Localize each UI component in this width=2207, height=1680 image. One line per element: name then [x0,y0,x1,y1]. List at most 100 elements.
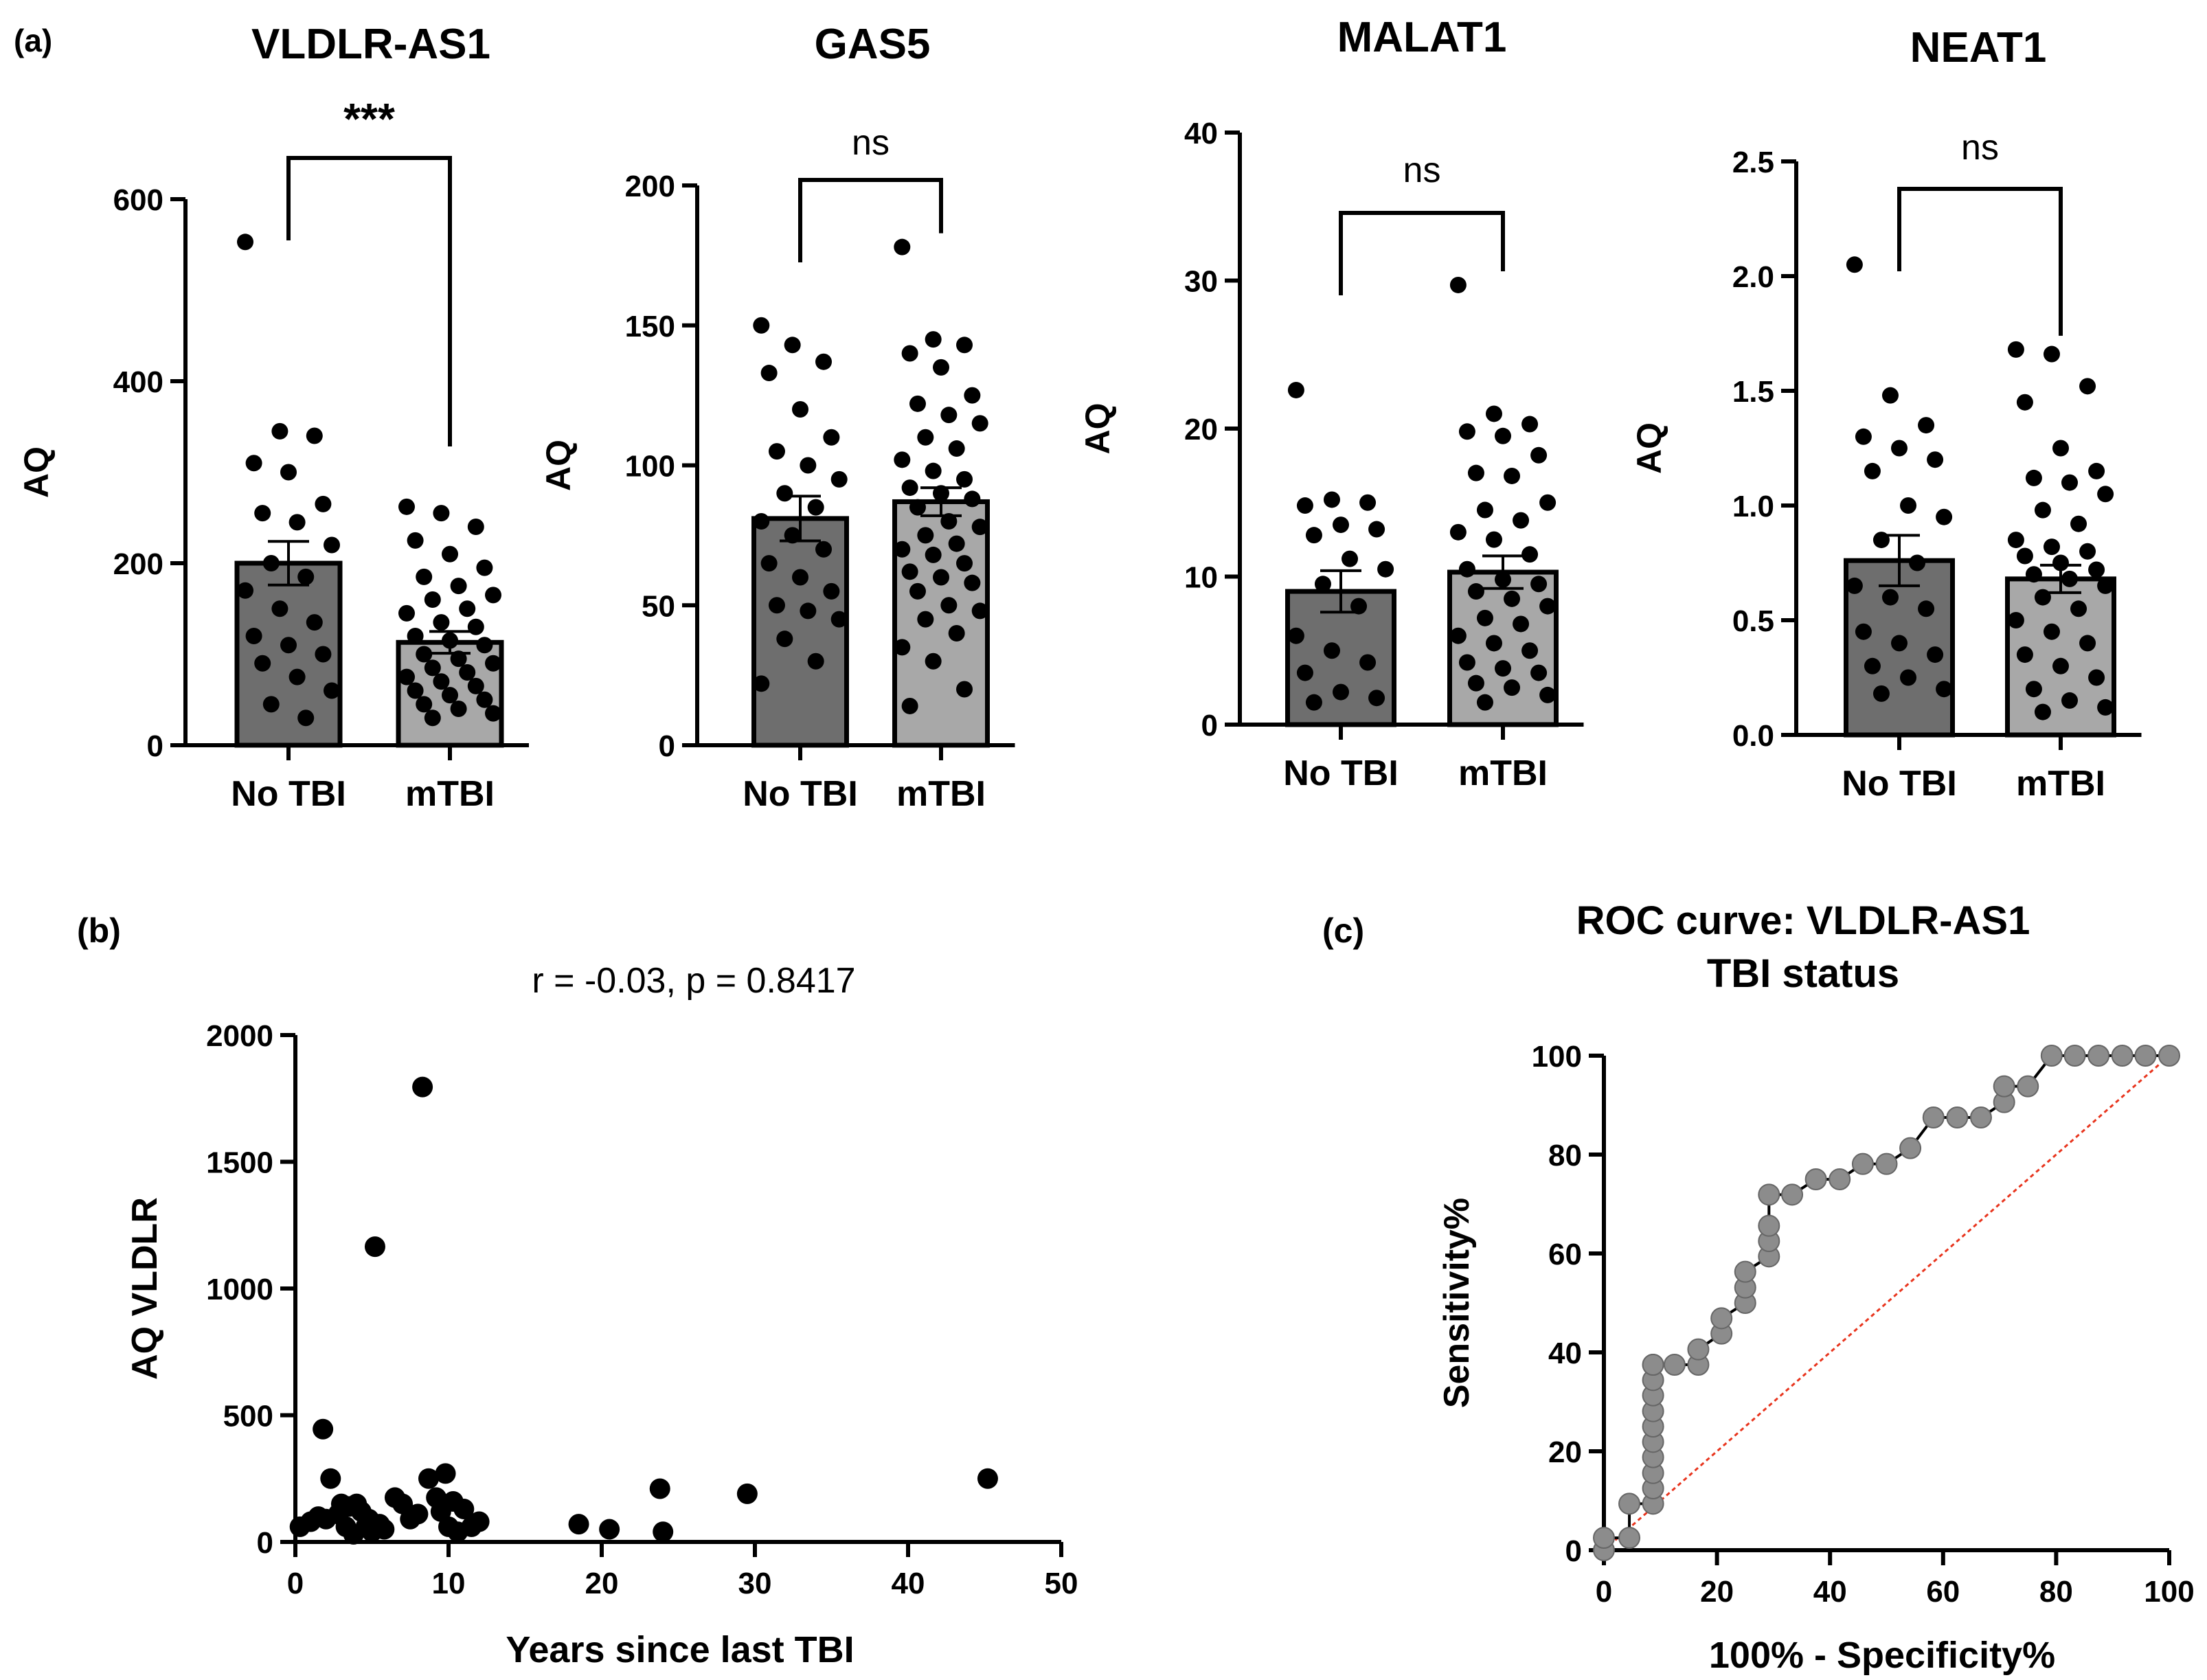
data-point [1449,627,1467,644]
data-point [909,395,926,412]
x-tick-label: No TBI [743,774,858,814]
data-point [398,498,415,515]
data-point [1305,694,1322,711]
data-point [297,710,315,727]
data-point [901,479,918,497]
significance-label: ns [1961,128,1999,168]
data-point [416,696,433,713]
panel-label-b: (b) [77,911,121,950]
roc-point [1734,1260,1756,1283]
x-axis-label: 100% - Specificity% [1709,1635,2055,1676]
data-point [1296,664,1313,681]
data-point [753,675,770,692]
data-point [1495,427,1511,444]
roc-point [1829,1168,1851,1190]
x-tick-label: 40 [1813,1575,1847,1609]
data-point [1927,646,1944,663]
roc-title: ROC curve: VLDLR-AS1 [1576,898,2030,943]
data-point [271,422,288,440]
data-point [940,407,958,424]
data-point [442,687,458,704]
bar-chart-vldlr-as1: VLDLR-AS1 AQ 0 200 400 600 No TBI mTBI *** [17,21,529,814]
data-point [800,457,817,474]
roc-point [2087,1045,2110,1067]
data-point [476,559,493,576]
data-point [894,238,911,256]
roc-point [2134,1045,2157,1067]
y-tick-label: 20 [1184,413,1218,446]
data-point [784,527,801,544]
roc-point [1922,1106,1945,1128]
x-tick-label: 60 [1926,1575,1960,1609]
data-point [925,331,942,348]
y-tick-label: 0 [257,1526,273,1560]
data-point [407,682,424,699]
data-point [2079,378,2096,395]
roc-point [1851,1153,1874,1175]
data-point [823,582,840,600]
data-point [364,1236,385,1258]
data-point [1467,464,1484,481]
significance-label: *** [343,94,395,144]
bar-chart-neat1: NEAT1 AQ 0.0 0.5 1.0 1.5 2.0 2.5 No TBI mTBI ns [1630,24,2142,804]
data-point [1891,440,1908,457]
data-point [416,568,433,585]
data-point [653,1521,674,1543]
x-tick-label: 100 [2144,1575,2194,1609]
data-point [925,652,942,670]
data-point [1323,491,1340,508]
data-point [306,614,323,631]
data-point [1504,679,1521,696]
data-point [1314,576,1331,593]
y-axis-label: AQ [17,446,56,498]
data-point [807,499,824,516]
data-point [917,611,934,628]
y-tick-label: 40 [1548,1337,1582,1370]
data-point [1539,598,1557,615]
data-point [956,555,973,572]
data-point [2097,699,2114,716]
x-tick-label: mTBI [405,774,495,814]
data-point [1846,256,1863,273]
data-point [1467,674,1484,692]
bar-chart-gas5: GAS5 AQ 0 50 100 150 200 No TBI mTBI ns [539,21,1015,814]
data-point [1377,560,1394,578]
data-point [262,555,280,571]
data-point [245,455,262,472]
data-point [792,401,808,418]
data-point [1530,576,1548,593]
scatter-chart-years-vs-aq: r = -0.03, p = 0.8417 Years since last TB… [125,961,1078,1670]
y-axis-label: AQ [1078,403,1117,455]
data-point [398,668,415,685]
data-point [288,514,306,531]
y-tick-label: 0 [659,729,675,763]
data-point [254,505,271,522]
data-point [1495,660,1511,677]
data-point [1918,417,1935,434]
y-tick-label: 200 [113,547,163,581]
data-point [956,470,973,488]
data-point [315,646,332,663]
data-point [964,490,981,508]
data-point [2061,692,2079,709]
chart-title: GAS5 [815,21,931,68]
significance-label: ns [852,123,890,163]
data-point [1900,669,1917,686]
data-point [956,681,973,698]
x-tick-label: mTBI [2016,764,2105,804]
data-point [909,582,926,600]
data-point [901,563,918,580]
y-tick-label: 0.5 [1732,604,1774,638]
panel-label-c: (c) [1322,911,1364,950]
y-tick-label: 60 [1548,1238,1582,1271]
data-point [1333,517,1349,534]
roc-point [1687,1338,1710,1361]
data-point [433,505,450,522]
roc-point [1875,1153,1898,1175]
data-point [2043,345,2060,363]
data-point [1359,494,1377,511]
data-point [1521,546,1539,563]
data-point [1504,467,1521,484]
data-point [1513,615,1530,633]
roc-point [1946,1106,1969,1128]
